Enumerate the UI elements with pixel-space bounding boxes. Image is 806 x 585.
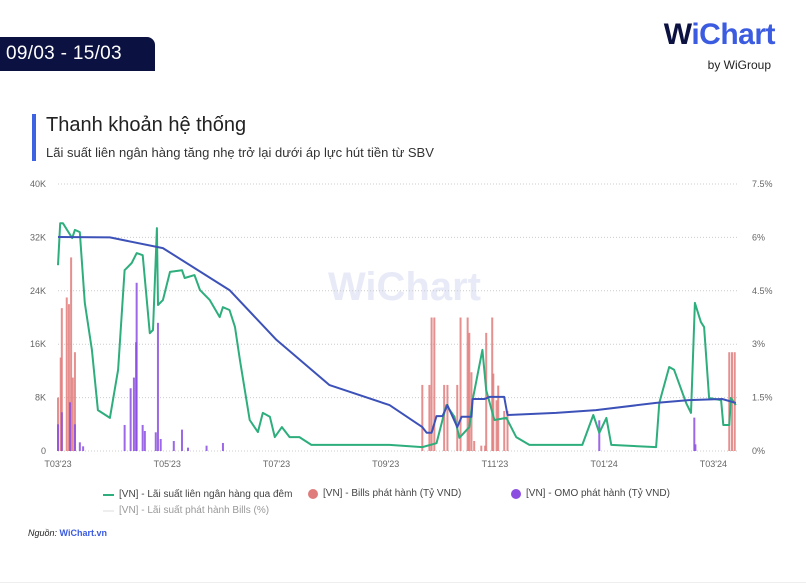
x-tick-label: T03'24 (700, 459, 727, 469)
omo-bar (172, 440, 175, 451)
legend-label: [VN] - Bills phát hành (Tỷ VND) (323, 488, 462, 499)
bills-bar (65, 297, 68, 451)
logo-subtext: by WiGroup (707, 58, 771, 72)
omo-bar (694, 444, 697, 451)
wichart-logo: WiChart by WiGroup (650, 18, 776, 74)
omo-bar (82, 446, 85, 451)
legend-dot-icon (511, 488, 521, 499)
bills-bar (468, 332, 471, 451)
interbank-rate-line (57, 222, 737, 449)
omo-bar (221, 442, 224, 451)
omo-bar (135, 282, 138, 451)
y-left-tick-label: 0 (41, 446, 46, 456)
legend-dot-icon (308, 488, 318, 499)
x-tick-label: T07'23 (263, 459, 290, 469)
chart-subtitle: Lãi suất liên ngân hàng tăng nhẹ trở lại… (46, 145, 434, 160)
bills-bar (459, 317, 462, 451)
bills-bar (73, 352, 76, 451)
bills-bar (443, 384, 446, 451)
legend-interbank[interactable]: [VN] - Lãi suất liên ngân hàng qua đêm (103, 489, 292, 500)
title-accent-bar (32, 114, 36, 161)
legend-bills[interactable]: [VN] - Bills phát hành (Tỷ VND) (308, 488, 461, 499)
date-range-badge: 09/03 - 15/03 (0, 37, 155, 71)
bills-bar (503, 410, 506, 451)
legend-omo[interactable]: [VN] - OMO phát hành (Tỷ VND) (511, 488, 670, 499)
omo-bar (156, 322, 159, 451)
x-tick-label: T05'23 (154, 459, 181, 469)
y-right-tick-label: 4.5% (752, 286, 773, 296)
bills-bar (70, 257, 73, 451)
bills-bar (456, 384, 459, 451)
x-tick-label: T01'24 (591, 459, 618, 469)
source-label: Nguồn: (28, 528, 58, 538)
y-left-tick-label: 8K (35, 393, 46, 403)
chart-title: Thanh khoản hệ thống (46, 114, 247, 136)
legend-label: [VN] - Lãi suất liên ngân hàng qua đêm (119, 489, 293, 500)
omo-bar (129, 388, 132, 451)
bills-bar (446, 384, 449, 451)
bills-bar (506, 410, 509, 451)
bills-bar (480, 445, 483, 451)
bills-bar (430, 317, 433, 451)
omo-bar (143, 430, 146, 451)
legend-label: [VN] - Lãi suất phát hành Bills (%) (119, 505, 270, 516)
legend-line-icon (103, 509, 114, 512)
omo-bar (159, 438, 162, 451)
bills-bar (484, 445, 487, 451)
omo-bar (598, 420, 601, 451)
legend-line-icon (103, 493, 114, 496)
omo-bar (57, 424, 59, 451)
omo-bar (78, 442, 81, 451)
x-tick-label: T03'23 (44, 459, 71, 469)
bills-bar (491, 317, 494, 451)
bills-bar (60, 308, 63, 451)
omo-bar (69, 402, 72, 451)
bills-bar (59, 357, 62, 451)
logo-text: WiChart (663, 18, 776, 51)
source-link[interactable]: WiChart.vn (59, 528, 107, 538)
bills-bar (466, 317, 469, 451)
omo-bar (693, 417, 696, 451)
bills-bar (67, 304, 70, 451)
y-right-tick-label: 7.5% (752, 179, 773, 189)
omo-bar (180, 429, 183, 451)
bills-bar (428, 384, 431, 451)
bills-bar (473, 440, 476, 451)
omo-bar (123, 424, 126, 451)
bills-rate-line (57, 236, 737, 434)
bills-bar (497, 385, 500, 451)
omo-bar (141, 424, 144, 451)
y-right-tick-label: 0% (752, 446, 765, 456)
omo-bar (205, 445, 208, 451)
omo-bar (132, 377, 135, 451)
divider (0, 582, 806, 583)
y-left-tick-label: 24K (30, 286, 46, 296)
x-tick-label: T11'23 (482, 459, 509, 469)
source-note: Nguồn: WiChart.vn (28, 528, 107, 538)
y-right-tick-label: 6% (752, 232, 765, 242)
y-left-tick-label: 32K (30, 232, 46, 242)
x-tick-label: T09'23 (372, 459, 399, 469)
y-left-tick-label: 40K (30, 179, 46, 189)
omo-bar (154, 432, 157, 451)
bills-bar (421, 384, 424, 451)
legend-label: [VN] - OMO phát hành (Tỷ VND) (526, 488, 670, 499)
omo-bar (73, 424, 76, 451)
bills-bar (71, 377, 74, 451)
y-right-tick-label: 1.5% (752, 393, 773, 403)
bills-bar (433, 317, 436, 451)
omo-bar (60, 412, 63, 451)
omo-bar (186, 447, 189, 451)
watermark: WiChart (328, 265, 481, 309)
y-right-tick-label: 3% (752, 339, 765, 349)
legend-bills-rate[interactable]: [VN] - Lãi suất phát hành Bills (%) (103, 505, 269, 516)
y-left-tick-label: 16K (30, 339, 46, 349)
bills-bar (495, 400, 498, 451)
